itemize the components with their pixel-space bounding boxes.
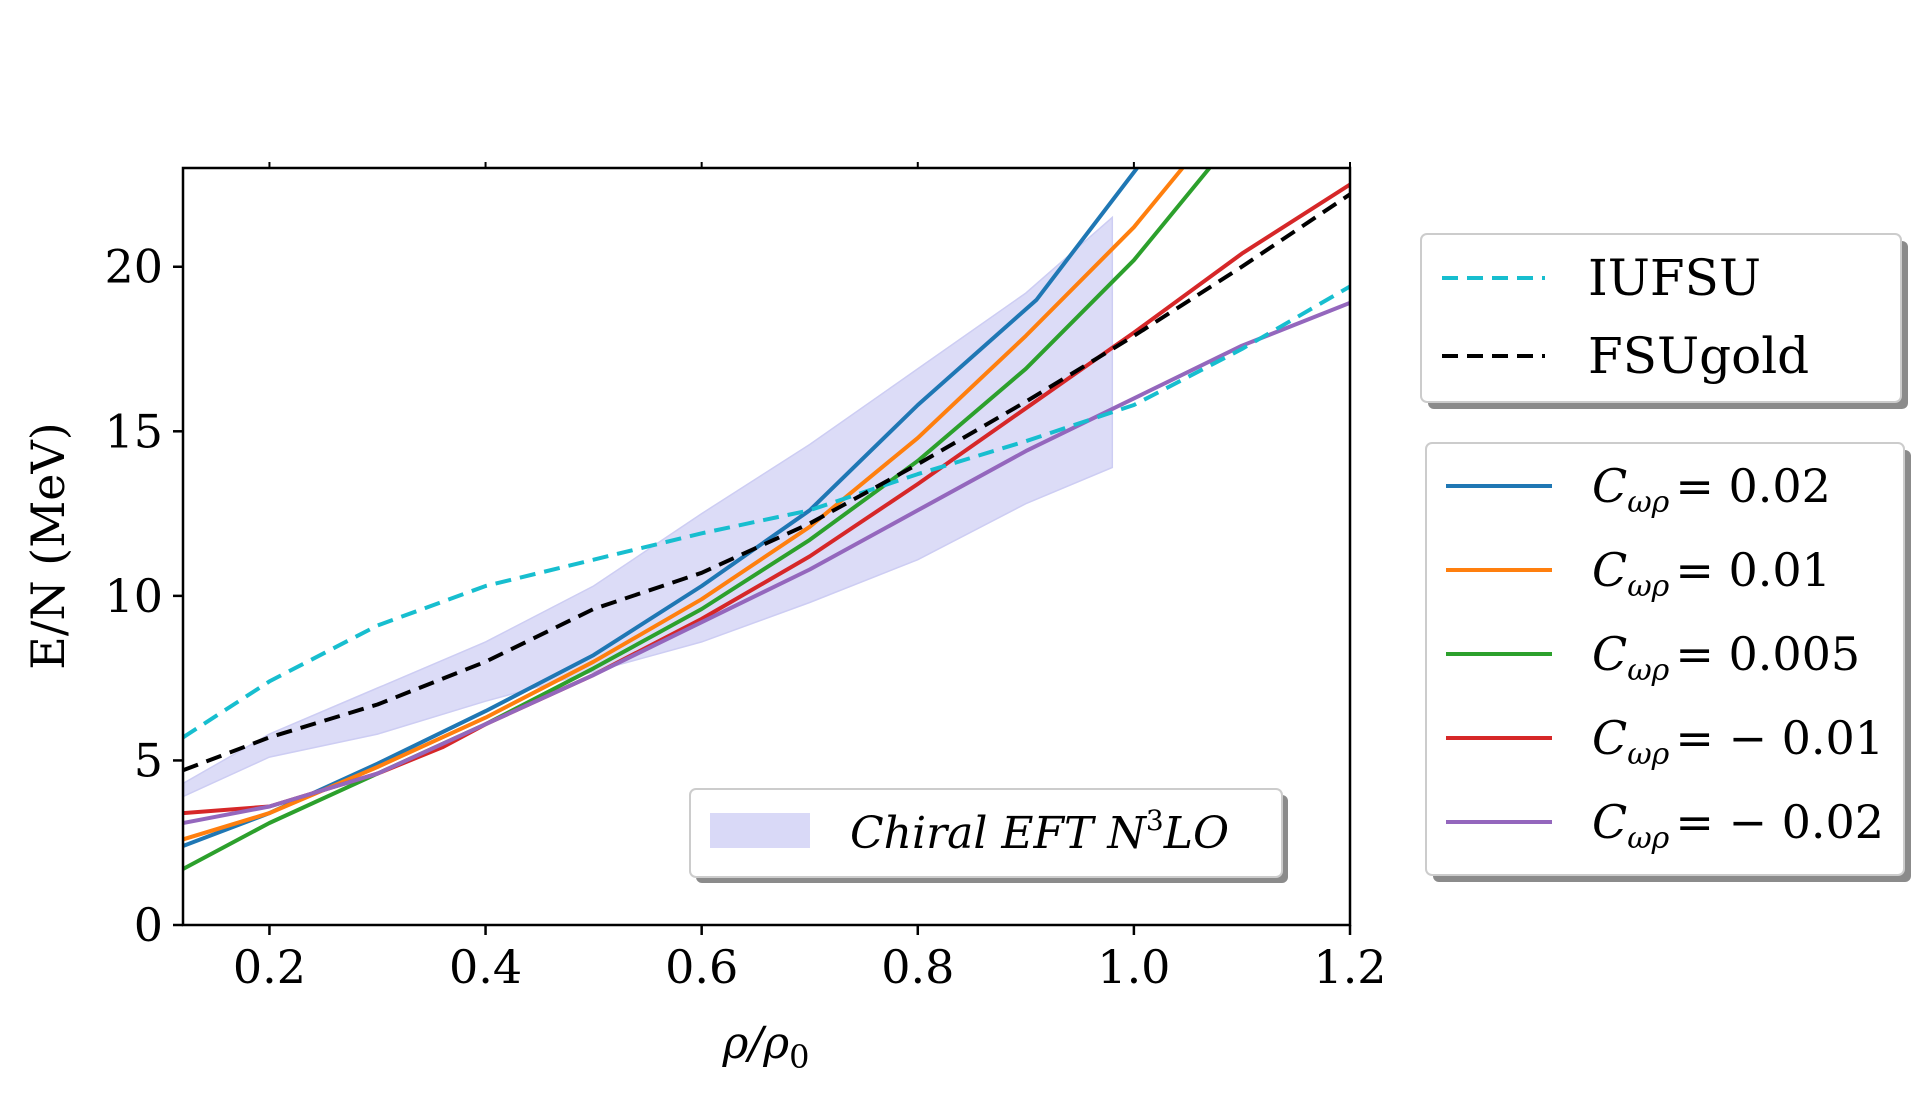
x-tick-label: 0.8 xyxy=(881,940,954,994)
band-legend-label-main: Chiral EFT N xyxy=(850,808,1147,859)
band-legend-box xyxy=(689,788,1283,878)
series-line-4 xyxy=(183,168,1212,871)
x-tick-label: 1.2 xyxy=(1313,940,1386,994)
y-tick-label: 20 xyxy=(104,240,163,294)
x-axis-label-sub: 0 xyxy=(789,1038,809,1076)
y-tick-label: 0 xyxy=(134,898,163,952)
band-legend-swatch xyxy=(710,813,810,848)
legend-top-box xyxy=(1420,233,1902,403)
x-axis-label-main: ρ/ρ xyxy=(722,1018,790,1069)
legend-mid-box xyxy=(1425,442,1905,876)
legend-mid-label: Cωρ = − 0.02 xyxy=(1592,795,1884,856)
legend-mid-label: Cωρ = 0.02 xyxy=(1592,459,1831,520)
series-layer xyxy=(183,168,1350,871)
x-axis-label: ρ/ρ0 xyxy=(722,1018,810,1076)
series-line-0 xyxy=(183,284,1350,740)
legend-mid-label: Cωρ = 0.01 xyxy=(1592,543,1831,604)
series-line-1 xyxy=(183,192,1350,773)
band-legend: Chiral EFT N3LO xyxy=(689,788,1288,883)
x-tick-label: 0.4 xyxy=(449,940,522,994)
legend-top-items: IUFSU FSUgold xyxy=(1442,249,1809,385)
x-tick-label: 0.6 xyxy=(665,940,738,994)
band-legend-label-sup: 3 xyxy=(1146,804,1164,837)
legend-top: IUFSU FSUgold xyxy=(1420,233,1908,409)
y-tick-label: 10 xyxy=(104,569,163,623)
band-legend-label-tail: LO xyxy=(1163,808,1229,859)
y-tick-label: 15 xyxy=(104,404,163,458)
legend-mid: Cωρ = 0.02 Cωρ = 0.01 Cωρ = 0.005 Cωρ = − 0.01 C… xyxy=(1425,442,1911,882)
plot-frame xyxy=(181,166,1352,927)
y-axis-label: E/N (MeV) xyxy=(21,422,75,669)
band-chiral-eft xyxy=(183,215,1114,798)
band-legend-label: Chiral EFT N3LO xyxy=(850,804,1229,859)
legend-mid-label: Cωρ = − 0.01 xyxy=(1592,711,1884,772)
y-tick-label: 5 xyxy=(134,733,163,787)
legend-top-label: FSUgold xyxy=(1588,327,1809,385)
band-layer xyxy=(183,215,1114,798)
legend-mid-label: Cωρ = 0.005 xyxy=(1592,627,1860,688)
series-line-6 xyxy=(183,301,1350,825)
ticks-layer: 0.2 0.4 0.6 0.8 1.0 1.2 0 5 10 15 20 xyxy=(104,162,1387,994)
x-tick-label: 0.2 xyxy=(233,940,306,994)
legend-mid-items: Cωρ = 0.02 Cωρ = 0.01 Cωρ = 0.005 Cωρ = − 0.01 C… xyxy=(1446,459,1884,856)
x-tick-label: 1.0 xyxy=(1097,940,1170,994)
legend-top-label: IUFSU xyxy=(1588,249,1761,307)
series-line-3 xyxy=(183,168,1185,842)
